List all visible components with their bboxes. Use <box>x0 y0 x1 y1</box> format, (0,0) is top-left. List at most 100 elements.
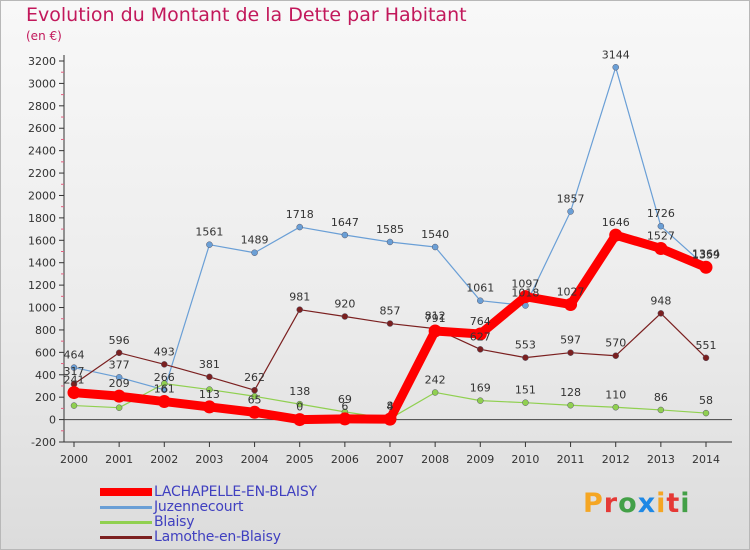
x-tick-label: 2000 <box>60 453 88 466</box>
data-point <box>206 241 213 248</box>
data-label: 981 <box>289 291 310 304</box>
data-point <box>612 64 619 71</box>
data-label: 948 <box>650 294 671 307</box>
data-label: 4 <box>387 400 394 413</box>
legend-swatch-lachapelle <box>100 488 152 496</box>
data-label: 596 <box>109 334 130 347</box>
y-tick-label: 400 <box>35 369 56 382</box>
data-label: 377 <box>109 358 130 371</box>
legend-swatch-juzennecourt <box>100 506 152 509</box>
data-point <box>657 222 665 230</box>
data-label: 86 <box>654 391 668 404</box>
data-label: 857 <box>380 305 401 318</box>
data-label: 764 <box>470 315 491 328</box>
data-label: 169 <box>470 382 491 395</box>
data-point <box>115 374 123 381</box>
data-label: 1489 <box>241 234 269 247</box>
data-point <box>567 349 574 356</box>
y-tick-label: 0 <box>49 414 56 427</box>
y-tick-label: 1400 <box>28 257 56 270</box>
x-tick-label: 2004 <box>241 453 269 466</box>
data-point <box>612 352 619 359</box>
data-point <box>157 395 171 409</box>
x-tick-label: 2003 <box>195 453 223 466</box>
data-label: 266 <box>154 371 175 384</box>
data-label: 58 <box>699 394 713 407</box>
data-point <box>341 313 349 320</box>
data-point <box>386 238 394 246</box>
data-point <box>161 361 168 368</box>
y-tick-label: 2800 <box>28 100 56 113</box>
data-point <box>341 231 349 239</box>
chart-title: Evolution du Montant de la Dette par Hab… <box>26 4 467 26</box>
data-point <box>654 241 668 255</box>
data-point <box>115 349 123 357</box>
data-point <box>477 397 484 404</box>
data-point <box>612 404 619 411</box>
data-label: 0 <box>296 401 303 414</box>
data-label: 1364 <box>692 248 720 261</box>
y-axis-unit: (en €) <box>26 29 62 43</box>
data-label: 8 <box>387 400 394 413</box>
x-tick-label: 2009 <box>466 453 494 466</box>
data-label: 812 <box>425 310 446 323</box>
legend-label-lamothe: Lamothe-en-Blaisy <box>154 529 281 545</box>
legend-swatch-lamothe <box>100 536 152 539</box>
data-label: 128 <box>560 386 581 399</box>
data-label: 209 <box>109 377 130 390</box>
series-0 <box>67 228 713 427</box>
data-label: 1561 <box>195 226 223 239</box>
data-point <box>206 373 213 381</box>
proxiti-logo: Proxiti <box>583 488 691 519</box>
data-label: 1540 <box>421 228 449 241</box>
data-point <box>296 400 303 408</box>
logo-letter: t <box>666 488 681 519</box>
data-point <box>431 389 439 396</box>
logo-letter: x <box>637 488 657 519</box>
y-tick-label: 2200 <box>28 167 56 180</box>
legend-label-lachapelle: LACHAPELLE-EN-BLAISY <box>154 484 317 500</box>
data-label: 69 <box>338 393 352 406</box>
data-point <box>473 327 487 341</box>
y-tick-label: 800 <box>35 324 56 337</box>
data-label: 138 <box>289 385 310 398</box>
y-tick-label: 1200 <box>28 279 56 292</box>
data-point <box>202 400 216 414</box>
legend-label-juzennecourt: Juzennecourt <box>154 499 244 515</box>
data-label: 627 <box>470 330 491 343</box>
data-label: 553 <box>515 339 536 352</box>
data-point <box>296 223 303 231</box>
x-tick-label: 2014 <box>692 453 720 466</box>
logo-letter: i <box>656 488 667 519</box>
data-point <box>386 320 394 327</box>
data-point <box>293 413 307 427</box>
x-tick-label: 2011 <box>557 453 585 466</box>
data-point <box>702 409 710 417</box>
data-point <box>699 260 713 274</box>
data-point <box>428 324 442 338</box>
data-label: 464 <box>64 349 85 362</box>
y-tick-label: 1800 <box>28 212 56 225</box>
logo-letter: i <box>680 488 691 519</box>
data-label: 1097 <box>511 278 539 291</box>
data-label: 3144 <box>602 48 630 61</box>
y-tick-label: 2600 <box>28 122 56 135</box>
y-tick-label: 1000 <box>28 302 56 315</box>
x-tick-label: 2008 <box>421 453 449 466</box>
data-label: 113 <box>199 388 220 401</box>
data-label: 1359 <box>692 248 720 261</box>
data-label: 161 <box>154 383 175 396</box>
data-point <box>161 380 168 387</box>
data-point <box>567 208 574 215</box>
data-label: 920 <box>334 297 355 310</box>
data-point <box>522 399 529 406</box>
data-point <box>70 364 78 371</box>
data-label: 597 <box>560 334 581 347</box>
line-chart: -200 0 200 400 600 800 1000 1200 1400 1600 1800 200… <box>28 48 732 466</box>
data-label: 6 <box>341 400 348 413</box>
data-point <box>657 310 665 317</box>
data-label: 241 <box>64 374 85 387</box>
data-point <box>115 404 123 411</box>
data-label: 317 <box>64 365 85 378</box>
